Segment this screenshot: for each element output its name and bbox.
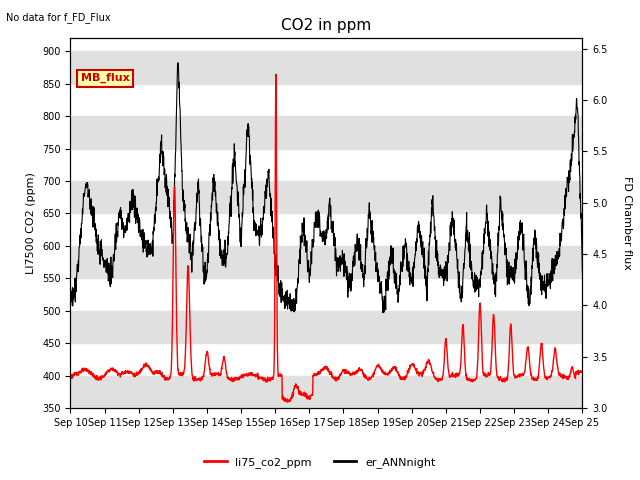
Y-axis label: FD Chamber flux: FD Chamber flux	[621, 176, 632, 270]
Text: MB_flux: MB_flux	[81, 73, 129, 83]
Title: CO2 in ppm: CO2 in ppm	[281, 18, 372, 33]
Bar	[70, 181, 582, 214]
Y-axis label: LI7500 CO2 (ppm): LI7500 CO2 (ppm)	[26, 172, 36, 274]
Text: No data for f_FD_Flux: No data for f_FD_Flux	[6, 12, 111, 23]
Legend: li75_co2_ppm, er_ANNnight: li75_co2_ppm, er_ANNnight	[200, 452, 440, 472]
Bar	[70, 375, 582, 408]
Bar	[70, 51, 582, 84]
Bar	[70, 311, 582, 343]
Bar	[70, 116, 582, 149]
Bar	[70, 246, 582, 278]
